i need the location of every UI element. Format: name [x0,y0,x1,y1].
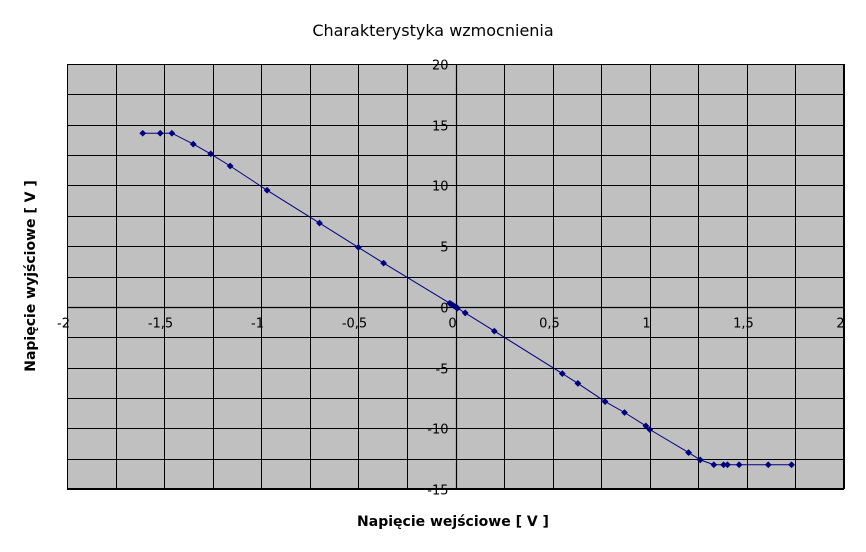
y-tick-label: -15 [427,484,448,499]
data-point [720,461,727,469]
data-point [156,129,164,137]
x-tick-label: -0,5 [342,317,367,332]
x-tick-label: -2 [57,317,70,332]
data-point [788,461,795,469]
y-tick-label: -10 [427,423,448,438]
data-point [461,309,469,317]
y-tick-label: -5 [436,363,449,378]
data-point [207,150,215,158]
x-tick-label: 2 [836,317,844,332]
data-point [696,456,704,464]
data-point [490,327,498,335]
data-point [380,259,388,267]
data-point [642,422,650,430]
data-point [601,398,609,405]
data-point [454,304,461,312]
x-tick-label: 1,5 [733,317,754,332]
y-tick-label: 20 [432,59,449,74]
y-tick-label: 0 [440,302,448,317]
x-tick-label: -1 [251,317,264,332]
x-tick-label: 0,5 [539,317,560,332]
data-point [189,140,197,148]
data-point [263,186,271,194]
data-point [574,379,582,387]
data-point [139,129,147,137]
data-point [646,426,654,433]
data-point [764,461,772,469]
y-tick-label: 15 [432,120,449,135]
data-point [316,219,323,227]
plot-background [67,64,844,489]
data-point [685,449,692,456]
chart-title: Charakterystyka wzmocnienia [312,21,553,40]
y-axis-label: Napięcie wyjściowe [ V ] [23,180,39,372]
data-point [621,409,628,416]
x-axis-label: Napięcie wejściowe [ V ] [357,514,549,530]
x-tick-label: -1,5 [148,317,173,332]
y-tick-label: 10 [432,180,449,195]
y-tick-label: 5 [440,241,448,256]
data-point [168,129,176,137]
data-point [735,461,743,469]
plot-area: -2 -1,5 -1 -0,5 0 0,5 1 1,5 2 -15 -10 -5 0 5 10 15 20 [57,59,845,499]
data-point [724,461,731,469]
x-tick-label: 0 [448,317,456,332]
data-point [710,461,718,469]
data-point [558,370,566,378]
data-point [226,162,234,170]
x-tick-label: 1 [642,317,650,332]
data-point [354,243,362,251]
